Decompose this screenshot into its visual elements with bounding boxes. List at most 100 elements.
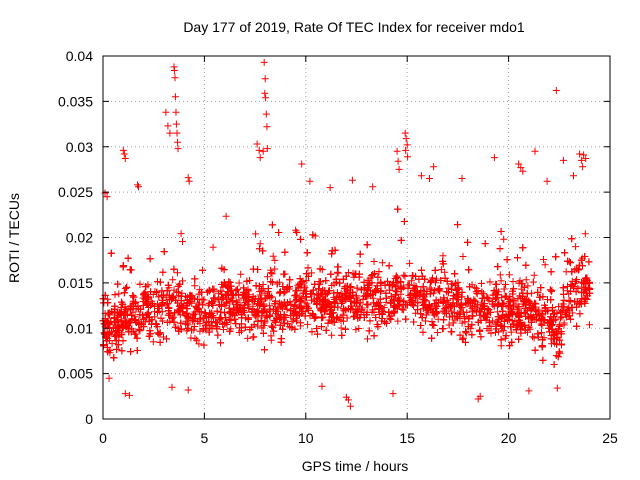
y-tick-label: 0.01 bbox=[66, 320, 93, 336]
data-point bbox=[534, 330, 542, 338]
data-point bbox=[191, 275, 199, 283]
data-point bbox=[108, 328, 115, 336]
data-point bbox=[139, 302, 147, 309]
data-point bbox=[268, 221, 276, 229]
data-point bbox=[410, 302, 417, 310]
data-point bbox=[254, 300, 262, 308]
data-point bbox=[252, 230, 260, 238]
data-point bbox=[556, 336, 564, 344]
data-point bbox=[464, 238, 472, 246]
data-point bbox=[227, 316, 235, 324]
data-point bbox=[128, 325, 136, 333]
data-point bbox=[273, 280, 281, 288]
data-point bbox=[546, 286, 554, 294]
data-point bbox=[525, 387, 533, 395]
data-point bbox=[402, 135, 410, 143]
data-point bbox=[369, 183, 377, 191]
data-point bbox=[332, 278, 340, 286]
data-point bbox=[364, 276, 372, 284]
data-point bbox=[166, 129, 174, 137]
data-point bbox=[497, 277, 505, 285]
data-point bbox=[392, 291, 400, 299]
data-point bbox=[405, 281, 413, 289]
data-point bbox=[239, 306, 247, 314]
data-point bbox=[441, 268, 449, 276]
data-point bbox=[532, 307, 540, 315]
data-point bbox=[119, 300, 127, 308]
data-point bbox=[387, 293, 395, 301]
data-point bbox=[505, 302, 512, 310]
data-point bbox=[550, 361, 558, 368]
data-point bbox=[220, 326, 227, 333]
data-point bbox=[448, 285, 456, 293]
data-point bbox=[559, 156, 567, 164]
data-point bbox=[213, 307, 221, 315]
data-point bbox=[224, 288, 232, 296]
data-point bbox=[495, 300, 503, 308]
data-point bbox=[568, 235, 576, 243]
data-point bbox=[481, 240, 489, 248]
x-tick-label: 20 bbox=[501, 430, 517, 446]
data-point bbox=[537, 284, 545, 292]
data-point bbox=[246, 326, 254, 334]
data-point bbox=[135, 325, 143, 333]
data-point bbox=[422, 317, 429, 325]
data-point bbox=[337, 313, 345, 321]
data-point bbox=[188, 326, 196, 334]
data-point bbox=[439, 307, 447, 315]
data-point bbox=[177, 319, 185, 327]
data-point bbox=[429, 274, 436, 282]
data-point bbox=[387, 315, 395, 323]
data-point bbox=[530, 271, 538, 279]
data-point bbox=[122, 317, 129, 325]
data-point bbox=[433, 275, 440, 283]
data-point bbox=[280, 319, 288, 327]
data-point bbox=[494, 291, 502, 299]
data-point bbox=[227, 309, 234, 317]
data-point bbox=[585, 258, 593, 266]
data-point bbox=[275, 229, 283, 236]
x-tick-label: 0 bbox=[99, 430, 107, 446]
data-point bbox=[373, 300, 381, 308]
data-point bbox=[365, 284, 373, 292]
data-point bbox=[429, 321, 436, 329]
data-point bbox=[570, 172, 577, 180]
data-point bbox=[403, 141, 411, 149]
data-point bbox=[194, 317, 202, 325]
data-point bbox=[559, 284, 567, 292]
data-point bbox=[261, 346, 268, 354]
data-point bbox=[263, 123, 271, 131]
data-point bbox=[272, 318, 280, 326]
data-point bbox=[389, 390, 397, 398]
data-point bbox=[397, 236, 405, 244]
y-tick-label: 0.005 bbox=[58, 366, 93, 382]
data-point bbox=[420, 296, 428, 304]
data-point bbox=[548, 306, 556, 314]
data-point bbox=[455, 284, 463, 292]
data-point bbox=[489, 317, 497, 325]
data-point bbox=[103, 193, 111, 201]
data-point bbox=[169, 294, 177, 301]
data-point bbox=[339, 297, 347, 305]
data-point bbox=[425, 302, 433, 310]
data-point bbox=[210, 287, 218, 295]
data-point bbox=[267, 278, 275, 285]
data-point bbox=[226, 279, 234, 286]
data-point bbox=[322, 291, 330, 299]
data-point bbox=[422, 297, 430, 305]
data-point bbox=[318, 382, 326, 390]
data-point bbox=[372, 314, 380, 321]
data-point bbox=[221, 309, 228, 317]
data-point bbox=[443, 277, 451, 285]
y-axis-label: ROTI / TECUs bbox=[6, 193, 22, 283]
data-point bbox=[493, 294, 501, 302]
data-point bbox=[252, 282, 260, 290]
data-point bbox=[308, 328, 316, 336]
data-point bbox=[218, 290, 226, 298]
data-point bbox=[186, 291, 194, 299]
data-point bbox=[260, 322, 268, 329]
data-point bbox=[301, 284, 309, 292]
data-point bbox=[393, 273, 401, 281]
data-point bbox=[267, 269, 275, 277]
data-point bbox=[268, 322, 276, 330]
